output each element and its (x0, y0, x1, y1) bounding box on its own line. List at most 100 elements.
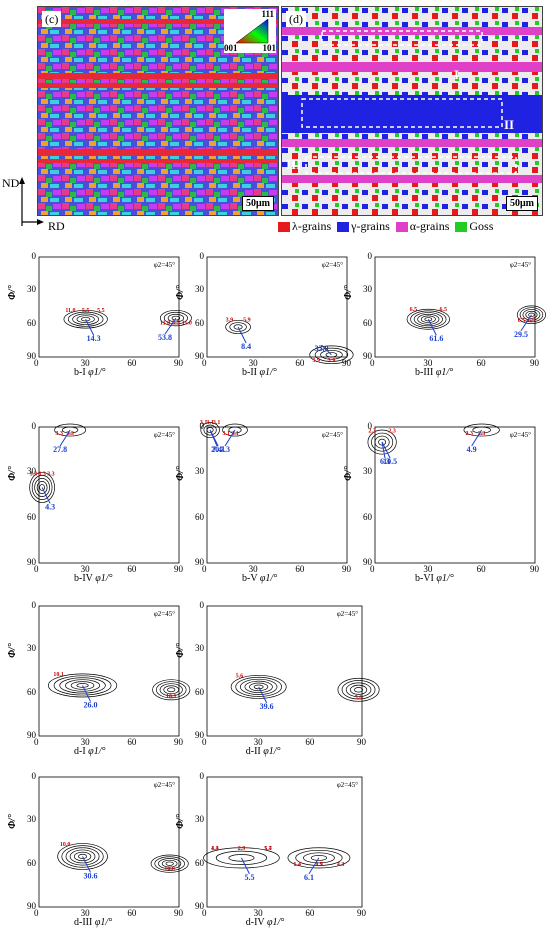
contour-line (200, 422, 220, 438)
legend-swatch-gamma (337, 222, 350, 233)
x-tick-label: 90 (174, 358, 183, 368)
y-tick-label: 60 (27, 686, 36, 697)
peak-value-label: 39.6 (260, 702, 274, 711)
y-tick-label: 60 (195, 686, 204, 697)
y-tick-label: 0 (31, 251, 37, 261)
x-tick-label: 90 (530, 358, 539, 368)
contour-line (53, 675, 112, 696)
contour-level-label: 10.0 (60, 842, 70, 848)
contour-level-label: 1.4 (293, 862, 301, 868)
peak-leader-line (381, 442, 386, 459)
x-tick-label: 60 (305, 737, 315, 747)
y-tick-label: 90 (195, 557, 204, 567)
contour-line (203, 424, 217, 436)
odf-caption: b-V φ1/° (242, 573, 278, 584)
peak-value-label: 4.9 (467, 445, 477, 454)
contour-line (225, 319, 251, 335)
y-tick-label: 60 (27, 317, 36, 328)
contour-level-label: 5.7 (315, 862, 323, 868)
peak-leader-line (237, 326, 247, 344)
odf-panel-d-i: 10.1 10.1 26.0 φ2=45° 0 30 60 90 0 30 60 90 Φ/° d-I φ… (7, 600, 191, 757)
y-tick-label: 0 (31, 421, 37, 431)
peak-leader-line (308, 857, 320, 875)
contour-level-label: 3.1 (213, 420, 221, 426)
phi2-label: φ2=45° (337, 781, 358, 789)
contour-line (413, 312, 443, 327)
peak-value-label: 6.3 (380, 457, 390, 466)
contour-line (374, 435, 390, 449)
x-tick-label: 90 (357, 908, 366, 918)
contour-line (309, 345, 354, 365)
odf-plot: 10.1 10.1 26.0 φ2=45° (38, 605, 191, 737)
odf-frame (206, 426, 348, 564)
contour-level-label: 10.1 (166, 694, 177, 700)
peak-leader-line (59, 429, 71, 447)
x-axis-label: φ1/° (88, 746, 106, 757)
odf-frame (38, 256, 180, 358)
x-tick-label: 0 (34, 737, 39, 747)
contour-line (65, 847, 100, 866)
y-tick-label: 30 (27, 643, 36, 654)
phi2-label: φ2=45° (510, 431, 531, 439)
peak-leader-line (471, 429, 483, 447)
contour-line (228, 426, 242, 434)
peak-value-label: 26.0 (84, 700, 98, 709)
odf-frame (38, 776, 180, 908)
grain-map-d: (d) I II III 50μm (281, 6, 543, 216)
peak-leader-line (427, 318, 437, 336)
y-tick-label: 60 (195, 857, 204, 868)
peak-leader-line (321, 344, 332, 356)
contour-line (410, 310, 447, 328)
contour-level-label: 3.1 (231, 431, 239, 437)
phi2-label: φ2=45° (154, 431, 175, 439)
odf-caption: d-III φ1/° (74, 917, 113, 928)
contour-level-label: 3.1 (200, 420, 208, 426)
y-axis-label: Φ/° (6, 643, 18, 658)
x-tick-label: 60 (476, 564, 486, 574)
x-tick-label: 90 (530, 564, 539, 574)
peak-leader-line (82, 685, 92, 702)
contour-line (206, 427, 214, 433)
peak-leader-line (258, 686, 268, 704)
x-tick-label: 30 (80, 358, 90, 368)
contour-line (253, 684, 264, 690)
y-tick-label: 30 (27, 814, 36, 825)
y-tick-label: 90 (363, 557, 372, 567)
contour-line (314, 347, 349, 362)
contour-line (215, 850, 268, 865)
x-tick-label: 0 (34, 358, 39, 368)
odf-panel-b-v: 3.1 3.1 3.1 3.1 3.1 20.1 7.3 7.4 φ2=45° 0 30 60 90 0 3… (175, 420, 351, 584)
contour-line (222, 423, 248, 437)
contour-level-label: 3.3 (55, 431, 63, 437)
x-axis-label: φ1/° (94, 917, 113, 928)
y-tick-label: 0 (367, 251, 373, 261)
contour-level-label: 2.3 (388, 428, 396, 434)
contour-line (235, 676, 282, 697)
contour-line (63, 309, 108, 329)
peak-value-label: 7.3 (220, 445, 230, 454)
x-tick-label: 30 (248, 564, 258, 574)
peak-value-label: 61.6 (429, 334, 443, 343)
contour-line (417, 313, 440, 325)
odf-panel-b-i: 11.0 5.5 5.5 11.0 5.5 11.0 14.3 53.8 φ2=45° 0 30 60… (7, 251, 192, 378)
contour-level-label: 6.5 (440, 307, 448, 313)
peak-value-label: 4.3 (45, 502, 55, 511)
contour-line (167, 313, 185, 323)
contour-line (239, 678, 278, 695)
y-tick-label: 60 (363, 317, 372, 328)
contour-line (249, 682, 269, 692)
odf-frame (206, 256, 348, 358)
x-tick-label: 60 (295, 358, 305, 368)
contour-level-label: 5.7 (264, 846, 272, 852)
contour-line (354, 687, 364, 693)
contour-level-label: 5.5 (82, 308, 90, 314)
peak-value-label: 29.5 (514, 330, 528, 339)
y-tick-label: 0 (367, 421, 373, 431)
contour-line (76, 315, 95, 324)
x-tick-label: 30 (423, 564, 433, 574)
contour-line (303, 852, 335, 864)
contour-line (158, 858, 182, 870)
y-axis-label: Φ/° (6, 814, 18, 829)
ipf-label-111: 111 (261, 9, 274, 19)
y-tick-label: 60 (27, 511, 36, 522)
